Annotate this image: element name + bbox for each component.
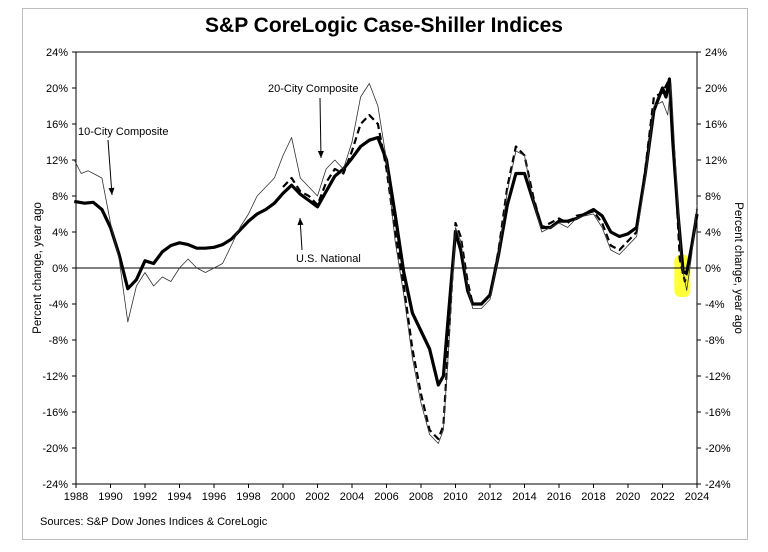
annotation-layer: 10-City Composite 20-City Composite U.S. N…: [78, 83, 361, 265]
y-tick-label-right: -24%: [705, 479, 731, 491]
y-tick-label-left: -24%: [42, 479, 68, 491]
x-tick-label: 2018: [581, 491, 605, 503]
series-line-u-s-national: [74, 77, 699, 387]
x-tick-label: 2024: [685, 491, 709, 503]
annotation-arrow: [319, 97, 322, 159]
x-tick-label: 1996: [202, 491, 226, 503]
x-tick-label: 2014: [512, 491, 536, 503]
highlight-layer: [674, 255, 691, 297]
x-tick-label: 1988: [64, 491, 88, 503]
annotation-arrow: [107, 139, 113, 196]
annotation-arrowhead: [108, 187, 115, 195]
y-tick-label-left: 16%: [46, 119, 68, 131]
y-axis-title-right: Percent change, year ago: [732, 202, 744, 334]
x-tick-label: 2008: [409, 491, 433, 503]
y-tick-label-right: 4%: [705, 227, 721, 239]
annotation-label: 20-City Composite: [268, 83, 358, 95]
y-tick-label-right: 24%: [705, 47, 727, 59]
series-line-20-city-composite: [282, 77, 699, 441]
annotation-label: U.S. National: [296, 253, 361, 265]
y-tick-label-left: -20%: [42, 443, 68, 455]
y-tick-label-right: 0%: [705, 263, 721, 275]
y-tick-label-left: -4%: [48, 299, 68, 311]
x-tick-label: 1998: [236, 491, 260, 503]
y-tick-label-right: -8%: [705, 335, 725, 347]
y-tick-label-right: 12%: [705, 155, 727, 167]
x-tick-label: 2006: [374, 491, 398, 503]
y-tick-label-left: -12%: [42, 371, 68, 383]
series-layer: [73, 77, 699, 444]
x-tick-label: 2012: [478, 491, 502, 503]
x-tick-label: 2000: [271, 491, 295, 503]
y-tick-label-left: -16%: [42, 407, 68, 419]
highlight-marker: [674, 255, 691, 297]
y-tick-label-right: -12%: [705, 371, 731, 383]
y-tick-label-right: -16%: [705, 407, 731, 419]
y-tick-label-left: 20%: [46, 83, 68, 95]
y-tick-label-left: 0%: [52, 263, 68, 275]
annotation-arrowhead: [317, 150, 324, 158]
x-tick-label: 1992: [133, 491, 157, 503]
x-tick-label: 2004: [340, 491, 364, 503]
label-layer: Percent change, year ago Percent change,…: [32, 47, 744, 503]
annotation-arrowhead: [297, 218, 304, 226]
y-axis-title-left: Percent change, year ago: [32, 202, 44, 334]
x-tick-label: 2022: [650, 491, 674, 503]
y-tick-label-left: 24%: [46, 47, 68, 59]
x-tick-label: 2002: [305, 491, 329, 503]
y-tick-label-left: 8%: [52, 191, 68, 203]
x-tick-label: 2016: [547, 491, 571, 503]
y-tick-label-right: 8%: [705, 191, 721, 203]
axes: [72, 51, 701, 488]
x-tick-label: 2020: [616, 491, 640, 503]
source-note: Sources: S&P Dow Jones Indices & CoreLog…: [40, 516, 268, 528]
y-tick-label-left: 12%: [46, 155, 68, 167]
annotation-label: 10-City Composite: [78, 126, 168, 138]
y-tick-label-right: 20%: [705, 83, 727, 95]
chart-title: S&P CoreLogic Case-Shiller Indices: [205, 14, 563, 37]
x-tick-label: 1994: [167, 491, 191, 503]
y-tick-label-left: -8%: [48, 335, 68, 347]
y-tick-label-left: 4%: [52, 227, 68, 239]
y-tick-label-right: 16%: [705, 119, 727, 131]
y-tick-label-right: -4%: [705, 299, 725, 311]
y-tick-label-right: -20%: [705, 443, 731, 455]
series-line-10-city-composite: [73, 83, 698, 444]
x-tick-label: 1990: [98, 491, 122, 503]
chart-frame: [22, 8, 748, 540]
x-tick-label: 2010: [443, 491, 467, 503]
